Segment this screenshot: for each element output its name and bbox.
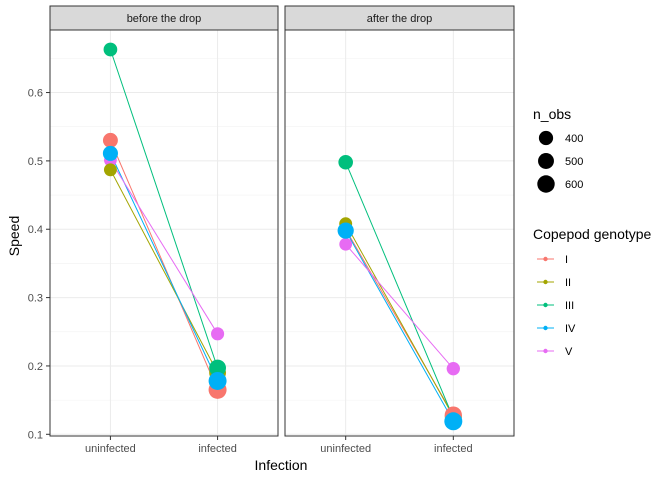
size-legend: n_obs 400 500 600 bbox=[533, 106, 583, 193]
x-axis-title: Infection bbox=[255, 457, 308, 473]
color-legend-label: I bbox=[565, 254, 568, 266]
data-point bbox=[103, 163, 117, 177]
facet-strip bbox=[284, 5, 515, 31]
color-legend-label: IV bbox=[565, 323, 576, 335]
y-tick-label: 0.4 bbox=[28, 224, 43, 236]
color-legend-label: III bbox=[565, 300, 574, 312]
facet-panels: before the drop after the drop bbox=[49, 5, 515, 437]
data-point bbox=[209, 359, 226, 377]
series-line bbox=[109, 49, 219, 369]
panel-border bbox=[49, 29, 279, 437]
size-legend-label: 500 bbox=[565, 156, 583, 168]
series-line bbox=[345, 162, 454, 419]
size-legend-key bbox=[538, 130, 554, 146]
data-point bbox=[102, 145, 118, 161]
data-point bbox=[446, 362, 460, 376]
facet-strip-label: before the drop bbox=[127, 13, 202, 25]
series-line bbox=[109, 169, 219, 374]
y-tick-label: 0.5 bbox=[28, 156, 43, 168]
panel-border bbox=[284, 29, 515, 437]
facet-panel: before the drop bbox=[49, 5, 279, 437]
x-tick-label: infected bbox=[434, 443, 473, 455]
size-legend-key bbox=[537, 175, 555, 193]
panel-background bbox=[285, 30, 514, 436]
facet-panel: after the drop bbox=[284, 5, 515, 437]
series-line bbox=[345, 243, 454, 370]
color-legend-key bbox=[543, 348, 548, 354]
series-line bbox=[345, 223, 454, 417]
y-tick-label: 0.2 bbox=[28, 361, 43, 373]
data-point bbox=[339, 237, 353, 251]
color-legend-key bbox=[543, 325, 548, 331]
x-tick-label: uninfected bbox=[85, 443, 136, 455]
data-point bbox=[102, 132, 118, 148]
data-point bbox=[338, 154, 353, 170]
y-tick-label: 0.6 bbox=[28, 88, 43, 100]
facet-strip bbox=[49, 5, 279, 31]
series-line bbox=[345, 230, 454, 422]
x-tick-label: infected bbox=[198, 443, 237, 455]
y-axis-title: Speed bbox=[6, 216, 22, 256]
size-legend-title: n_obs bbox=[533, 106, 571, 122]
x-tick-label: uninfected bbox=[320, 443, 371, 455]
size-legend-label: 600 bbox=[565, 179, 583, 191]
data-point bbox=[208, 371, 227, 390]
color-legend-key bbox=[543, 302, 548, 308]
y-tick-label: 0.1 bbox=[28, 429, 43, 441]
color-legend-key bbox=[543, 279, 548, 285]
color-legend-title: Copepod genotype bbox=[533, 226, 652, 242]
color-legend-label: II bbox=[565, 277, 571, 289]
data-point bbox=[444, 412, 463, 431]
data-point bbox=[337, 222, 354, 239]
series-line bbox=[109, 140, 219, 391]
panel-background bbox=[50, 30, 278, 436]
facet-strip-label: after the drop bbox=[367, 13, 432, 25]
data-point bbox=[211, 327, 225, 341]
y-axis: 0.1 0.2 0.3 0.4 0.5 0.6 bbox=[28, 88, 50, 441]
size-legend-key bbox=[538, 153, 554, 169]
size-legend-label: 400 bbox=[565, 133, 583, 145]
y-tick-label: 0.3 bbox=[28, 293, 43, 305]
data-point bbox=[103, 42, 118, 57]
series-line bbox=[109, 159, 219, 335]
color-legend-key bbox=[543, 256, 548, 262]
x-axis: uninfected infected uninfected infected bbox=[85, 436, 473, 455]
series-line bbox=[109, 153, 219, 382]
color-legend-label: V bbox=[565, 346, 573, 358]
